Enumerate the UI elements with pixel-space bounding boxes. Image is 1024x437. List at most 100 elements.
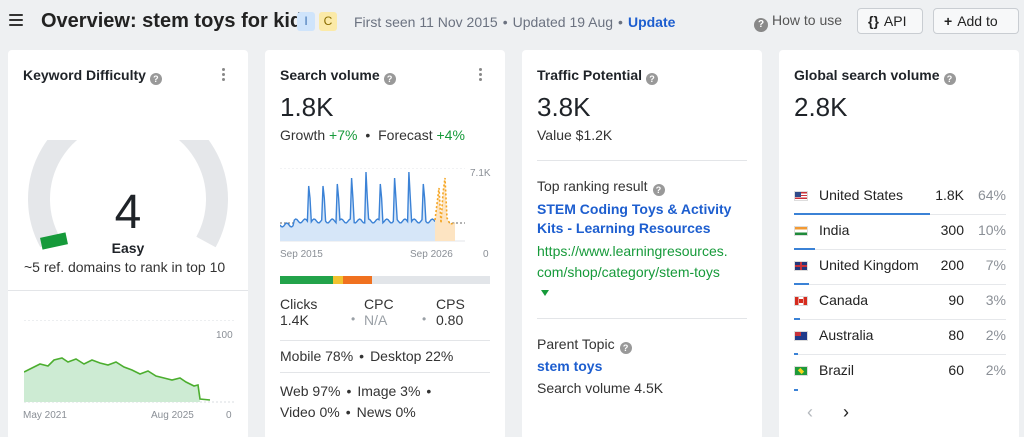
hamburger-menu-icon[interactable]: [9, 14, 23, 26]
forecast-area: [435, 178, 455, 241]
card-title: Search volume?: [280, 67, 400, 85]
clicks-split-segment: [280, 276, 333, 284]
search-volume-card: Search volume? 1.8K Growth +7% • Forecas…: [265, 50, 505, 437]
country-row[interactable]: United Kingdom 200 7%: [794, 250, 1006, 285]
help-icon[interactable]: ?: [383, 73, 396, 85]
traffic-potential-value: 3.8K: [537, 92, 591, 122]
country-row[interactable]: United States 1.8K 64%: [794, 180, 1006, 215]
more-options-icon[interactable]: [479, 68, 483, 83]
divider: [280, 340, 490, 341]
kd-chart-max: 100: [216, 330, 233, 341]
kd-history-line: [24, 357, 211, 401]
braces-icon: {}: [868, 13, 879, 29]
sv-chart-min: 0: [483, 249, 489, 260]
help-icon[interactable]: ?: [149, 73, 162, 85]
kd-chart-end: Aug 2025: [151, 410, 194, 421]
india-flag-icon: [794, 226, 808, 236]
meta-separator: •: [502, 14, 508, 30]
sv-chart-max: 7.1K: [470, 168, 491, 179]
plus-icon: +: [944, 13, 953, 29]
serp-type-split-2: Video 0% • News 0%: [280, 404, 416, 420]
search-volume-value: 1.8K: [280, 92, 334, 122]
more-options-icon[interactable]: [222, 68, 226, 83]
top-ranking-label: Top ranking result?: [537, 178, 669, 196]
top-ranking-result-url[interactable]: https://www.learningresources. com/shop/c…: [537, 243, 728, 280]
country-share-bar: [794, 389, 799, 391]
add-to-button[interactable]: + Add to: [933, 8, 1019, 34]
country-share-bar: [794, 248, 816, 250]
clicks-metric: Clicks 1.4K: [280, 296, 318, 328]
cpc-metric: CPC N/A: [364, 296, 394, 328]
growth-forecast: Growth +7% • Forecast +4%: [280, 127, 465, 143]
how-to-use-link[interactable]: ? How to use: [754, 12, 842, 32]
country-row[interactable]: India 300 10%: [794, 215, 1006, 250]
meta-separator: •: [618, 14, 623, 30]
card-title: Global search volume?: [794, 67, 960, 85]
country-row[interactable]: Brazil 60 2%: [794, 355, 1006, 391]
gauge-value-fill: [40, 232, 68, 250]
help-icon[interactable]: ?: [943, 73, 956, 85]
question-icon: ?: [754, 18, 768, 32]
country-share-bar: [794, 213, 930, 215]
update-link[interactable]: Update: [627, 14, 676, 30]
expand-caret-icon[interactable]: [541, 290, 549, 296]
kd-value: 4: [114, 186, 142, 239]
parent-topic-link[interactable]: stem toys: [537, 358, 603, 374]
australia-flag-icon: [794, 331, 808, 341]
header: Overview: stem toys for kids I C First s…: [0, 0, 1024, 44]
kd-history-chart: [24, 320, 234, 403]
kd-chart-min: 0: [226, 410, 232, 421]
api-button[interactable]: {} API: [857, 8, 923, 34]
clicks-split-segment: [372, 276, 490, 284]
help-icon[interactable]: ?: [646, 73, 659, 85]
kd-history-area: [24, 358, 200, 402]
add-to-button-label: Add to: [957, 13, 998, 29]
uk-flag-icon: [794, 261, 808, 271]
canada-flag-icon: [794, 296, 808, 306]
search-volume-trend-chart: [280, 168, 465, 242]
how-to-use-label: How to use: [772, 12, 843, 28]
help-icon[interactable]: ?: [652, 184, 665, 196]
global-search-volume-card: Global search volume? 2.8K United States…: [779, 50, 1019, 437]
clicks-split-segment: [332, 276, 343, 284]
cpc-value: N/A: [364, 312, 388, 328]
keyword-difficulty-card: Keyword Difficulty? 4 Easy ~5 ref. domai…: [8, 50, 248, 437]
cps-value: 0.80: [436, 312, 464, 328]
divider: [537, 160, 747, 161]
updated-date: Updated 19 Aug: [512, 14, 614, 30]
divider: [280, 372, 490, 373]
country-share-bar: [794, 283, 809, 285]
country-row[interactable]: Canada 90 3%: [794, 285, 1006, 320]
parent-topic-volume: Search volume 4.5K: [537, 380, 664, 396]
clicks-split-segment: [343, 276, 373, 284]
country-row[interactable]: Australia 80 2%: [794, 320, 1006, 355]
cps-metric: CPS 0.80: [436, 296, 465, 328]
top-ranking-result-link[interactable]: STEM Coding Toys & Activity Kits - Learni…: [537, 201, 732, 236]
serp-type-split: Web 97% • Image 3% •: [280, 383, 432, 399]
brazil-flag-icon: [794, 366, 808, 376]
card-title: Keyword Difficulty?: [23, 67, 166, 85]
keyword-meta: First seen 11 Nov 2015 • Updated 19 Aug • Up…: [354, 14, 675, 30]
divider: [8, 290, 248, 291]
device-split: Mobile 78% • Desktop 22%: [280, 348, 454, 364]
search-volume-area: [280, 172, 435, 241]
sv-chart-end: Sep 2026: [410, 249, 453, 260]
first-seen: First seen 11 Nov 2015: [354, 14, 498, 30]
previous-page-arrow-icon[interactable]: ‹: [807, 402, 813, 422]
forecast-line: [434, 177, 456, 225]
traffic-value: Value $1.2K: [537, 127, 613, 143]
forecast-value: +4%: [436, 127, 465, 143]
clicks-value: 1.4K: [280, 312, 309, 328]
next-page-arrow-icon[interactable]: ›: [843, 402, 849, 422]
intent-badge-informational: I: [297, 12, 315, 31]
api-button-label: API: [883, 13, 907, 29]
page-title: Overview: stem toys for kids: [41, 10, 314, 32]
gauge-track: [28, 140, 228, 248]
country-share-bar: [794, 353, 799, 355]
help-icon[interactable]: ?: [619, 342, 632, 354]
divider: [537, 318, 747, 319]
kd-gauge: [28, 140, 228, 250]
sv-chart-start: Sep 2015: [280, 249, 323, 260]
kd-level: Easy: [111, 240, 145, 256]
kd-ref-domains: ~5 ref. domains to rank in top 10: [24, 259, 226, 275]
